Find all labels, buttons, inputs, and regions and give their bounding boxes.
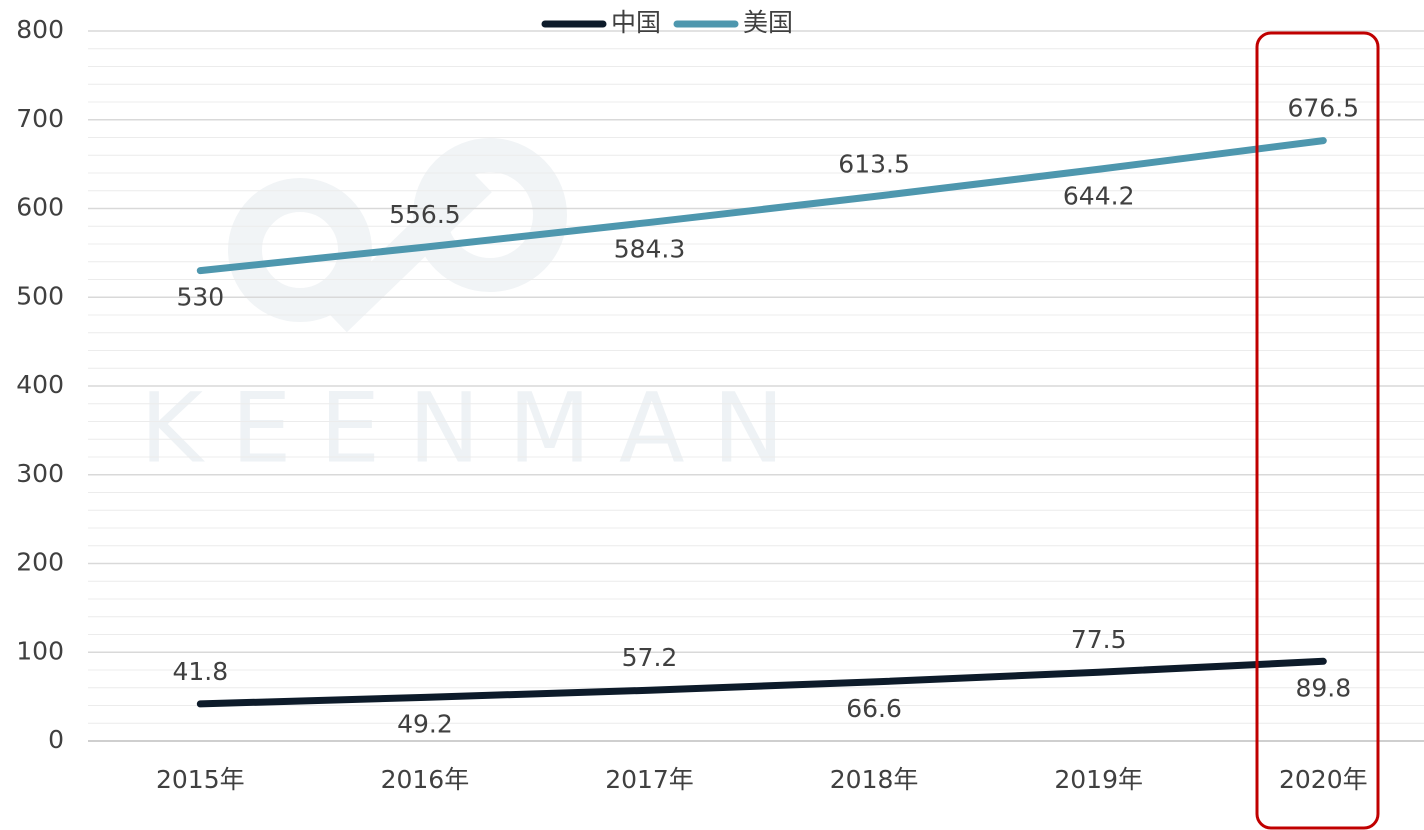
data-label: 644.2 xyxy=(1063,181,1135,210)
series-line xyxy=(196,137,1327,275)
y-tick-label: 300 xyxy=(16,459,64,488)
y-tick-label: 500 xyxy=(16,281,64,310)
data-label: 676.5 xyxy=(1288,94,1360,123)
y-tick-label: 600 xyxy=(16,193,64,222)
data-label: 530 xyxy=(176,283,224,312)
x-tick-label: 2015年 xyxy=(156,765,245,794)
y-tick-label: 200 xyxy=(16,548,64,577)
data-label: 556.5 xyxy=(389,200,461,229)
x-tick-label: 2020年 xyxy=(1279,765,1368,794)
x-tick-label: 2017年 xyxy=(605,765,694,794)
highlight-box xyxy=(1255,31,1380,830)
y-tick-label: 100 xyxy=(16,636,64,665)
x-tick-label: 2016年 xyxy=(381,765,470,794)
data-label: 89.8 xyxy=(1295,673,1351,702)
series-line xyxy=(196,657,1327,708)
data-label: 41.8 xyxy=(172,657,228,686)
x-tick-label: 2019年 xyxy=(1054,765,1143,794)
watermark: KEENMAN xyxy=(140,372,812,484)
data-label: 49.2 xyxy=(397,709,453,738)
y-tick-label: 800 xyxy=(16,15,64,44)
legend-label: 中国 xyxy=(611,8,661,37)
y-tick-label: 0 xyxy=(48,725,64,754)
y-tick-label: 400 xyxy=(16,370,64,399)
data-label: 66.6 xyxy=(846,694,902,723)
data-label: 613.5 xyxy=(838,150,910,179)
x-tick-label: 2018年 xyxy=(830,765,919,794)
data-label: 77.5 xyxy=(1071,625,1127,654)
data-label: 57.2 xyxy=(622,643,678,672)
data-label: 584.3 xyxy=(614,234,686,263)
y-tick-label: 700 xyxy=(16,104,64,133)
legend-label: 美国 xyxy=(743,8,793,37)
